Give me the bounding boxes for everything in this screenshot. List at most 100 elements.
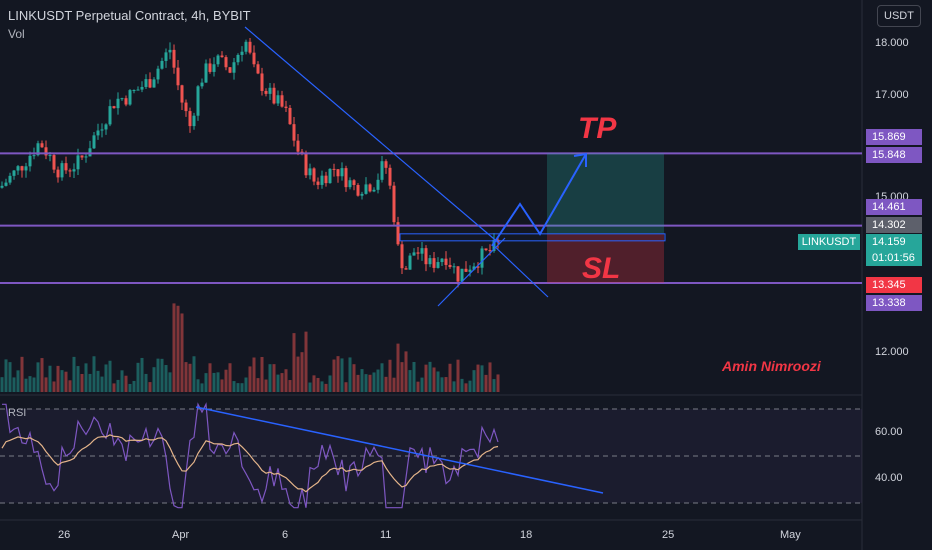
volume-bar — [476, 364, 480, 392]
level-tag-15869: 15.869 — [866, 129, 922, 145]
candle-body — [72, 169, 76, 172]
volume-bar — [420, 377, 424, 392]
candle-body — [268, 87, 272, 94]
volume-bar — [364, 374, 368, 392]
candle-body — [128, 90, 132, 105]
volume-bar — [4, 359, 8, 392]
volume-bar — [20, 356, 24, 392]
candle-body — [256, 64, 260, 74]
volume-bar — [224, 369, 228, 392]
candle-body — [396, 222, 400, 245]
candle-body — [172, 49, 176, 68]
candle-body — [368, 184, 372, 192]
author-signature: Amin Nimroozi — [722, 358, 821, 374]
volume-bar — [60, 370, 64, 392]
date-tick-18: 18 — [520, 529, 533, 541]
candle-body — [52, 155, 56, 170]
volume-bar — [456, 359, 460, 392]
candle-body — [12, 170, 16, 176]
volume-bar — [392, 377, 396, 392]
candle-body — [408, 255, 412, 270]
volume-bar — [256, 378, 260, 392]
volume-bar — [196, 379, 200, 392]
candle-body — [316, 181, 320, 185]
volume-bar — [388, 359, 392, 392]
volume-bar — [88, 373, 92, 392]
volume-bar — [444, 377, 448, 392]
candle-body — [84, 156, 88, 158]
volume-bar — [64, 371, 68, 392]
descending-trendline — [244, 26, 501, 245]
candle-body — [344, 168, 348, 188]
volume-bar — [208, 363, 212, 392]
candle-body — [320, 175, 324, 185]
volume-bar — [284, 369, 288, 392]
date-tick-apr: Apr — [172, 529, 190, 541]
candle-body — [352, 180, 356, 185]
volume-bar — [84, 363, 88, 392]
take-profit-label: TP — [578, 112, 617, 145]
volume-bar — [368, 374, 372, 392]
candle-body — [280, 95, 284, 107]
rsi-trendline — [195, 406, 604, 494]
candle-body — [184, 102, 188, 112]
volume-bar — [268, 364, 272, 392]
volume-bar — [248, 366, 252, 392]
volume-bar — [212, 372, 216, 392]
volume-bar — [272, 364, 276, 392]
volume-bar — [448, 363, 452, 392]
volume-bar — [324, 383, 328, 392]
volume-bar — [168, 372, 172, 392]
volume-bar — [424, 364, 428, 392]
candle-body — [196, 86, 200, 116]
volume-bar — [240, 383, 244, 392]
volume-bar — [436, 371, 440, 392]
price-tick-12: 12.000 — [875, 346, 909, 358]
volume-bar — [344, 382, 348, 392]
volume-bar — [400, 362, 404, 392]
candle-body — [36, 143, 40, 156]
volume-bar — [452, 381, 456, 392]
candle-body — [104, 124, 108, 130]
candle-body — [324, 175, 328, 184]
candle-body — [144, 79, 148, 87]
candle-body — [56, 169, 60, 178]
triangle-lower-line — [437, 237, 506, 307]
volume-bar — [236, 383, 240, 392]
candle-body — [400, 244, 404, 269]
volume-bar — [192, 356, 196, 392]
candle-body — [88, 148, 92, 157]
chart-title: LINKUSDT Perpetual Contract, 4h, BYBIT — [8, 8, 251, 23]
volume-bar — [232, 381, 236, 392]
candle-body — [392, 185, 396, 223]
candle-body — [100, 129, 104, 131]
symbol-tag: LINKUSDT — [798, 234, 860, 250]
candle-body — [140, 86, 144, 90]
volume-bar — [24, 378, 28, 392]
volume-bar — [380, 363, 384, 392]
volume-bar — [136, 362, 140, 392]
candle-body — [264, 90, 268, 94]
volume-bar — [228, 363, 232, 392]
candle-body — [64, 163, 68, 171]
volume-bar — [276, 374, 280, 392]
volume-bar — [148, 382, 152, 392]
currency-button[interactable]: USDT — [877, 5, 921, 27]
candle-body — [180, 85, 184, 103]
volume-bar — [12, 377, 16, 392]
candle-body — [416, 252, 420, 254]
candle-body — [460, 268, 464, 282]
rsi-tick-40: 40.00 — [875, 472, 903, 484]
candle-body — [220, 55, 224, 58]
candle-body — [308, 168, 312, 176]
volume-bar — [164, 365, 168, 392]
candle-body — [248, 41, 252, 53]
volume-label: Vol — [8, 27, 25, 41]
volume-bar — [360, 369, 364, 392]
candle-body — [272, 87, 276, 104]
volume-bar — [200, 383, 204, 392]
volume-bar — [104, 364, 108, 392]
volume-bar — [384, 376, 388, 392]
candle-body — [376, 179, 380, 190]
